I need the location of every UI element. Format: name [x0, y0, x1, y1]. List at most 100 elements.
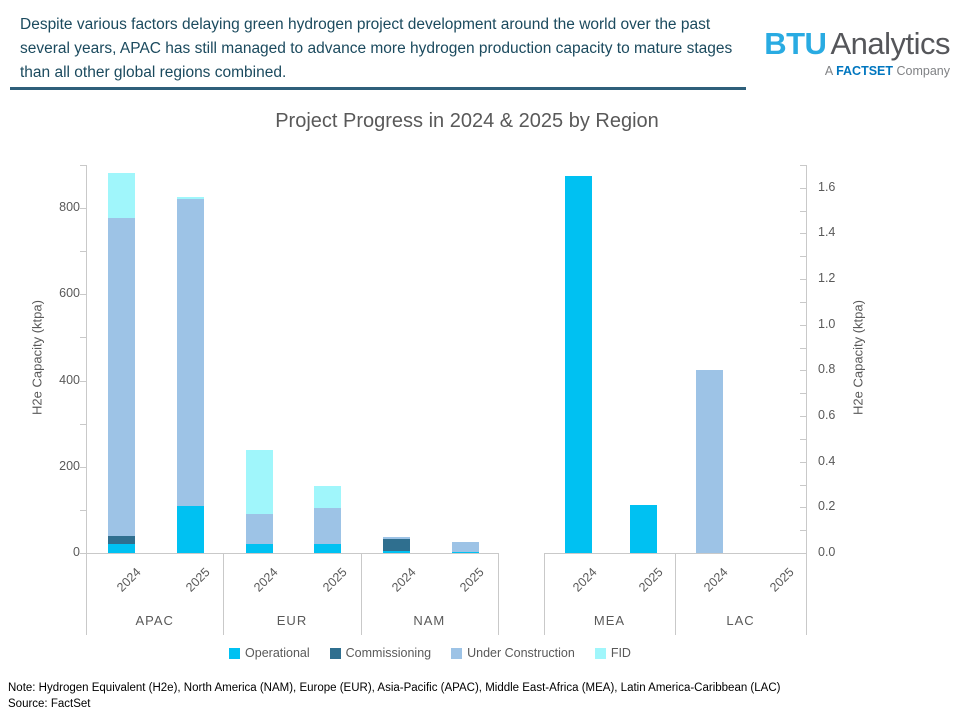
region-group-label-mea: MEA — [593, 613, 626, 628]
right-axis-tick — [800, 301, 806, 303]
x-axis-year-label-nam-2025: 2025 — [457, 565, 487, 595]
segment-under-construction-nam-2025 — [451, 542, 479, 552]
chart-title: Project Progress in 2024 & 2025 by Regio… — [275, 110, 659, 132]
right-axis-tick-label: 1.0 — [818, 316, 836, 331]
segment-under-construction-eur-2025 — [314, 507, 342, 545]
left-axis-tick — [80, 294, 86, 296]
left-axis-tick-label: 600 — [59, 286, 80, 301]
right-axis-tick-label: 0.4 — [818, 453, 836, 468]
region-group-label-nam: NAM — [413, 613, 446, 628]
left-axis-tick — [80, 208, 86, 210]
segment-operational-mea-2025 — [630, 505, 658, 553]
legend-swatch-under-construction — [451, 647, 463, 659]
right-axis-tick — [800, 187, 806, 189]
tagline-suffix: Company — [896, 64, 951, 78]
segment-under-construction-nam-2024 — [382, 537, 410, 540]
x-axis-year-label-apac-2025: 2025 — [182, 565, 213, 595]
segment-fid-eur-2024 — [245, 450, 273, 515]
logo-factset-tagline: A FACTSET Company — [764, 64, 950, 78]
segment-operational-mea-2024 — [564, 176, 592, 553]
legend-label-under-construction: Under Construction — [467, 646, 575, 660]
left-axis-tick — [80, 380, 86, 382]
left-axis-tick-label: 200 — [59, 458, 80, 473]
legend-label-operational: Operational — [245, 646, 310, 660]
segment-operational-eur-2024 — [245, 543, 273, 553]
tagline-factset: FACTSET — [836, 64, 894, 78]
segment-operational-apac-2025 — [176, 505, 204, 553]
right-axis-tick — [800, 324, 806, 326]
region-group-label-eur: EUR — [276, 613, 308, 628]
region-group-label-apac: APAC — [135, 613, 174, 628]
legend-swatch-operational — [229, 647, 241, 659]
category-divider — [806, 553, 807, 635]
right-axis-tick — [800, 461, 806, 463]
x-axis-year-label-mea-2024: 2024 — [570, 565, 600, 595]
right-y-axis-line — [806, 165, 807, 553]
right-axis-tick — [800, 347, 806, 349]
right-axis-tick-label: 0.6 — [818, 408, 836, 423]
right-axis-tick — [800, 530, 806, 532]
segment-under-construction-lac-2024 — [695, 370, 723, 553]
right-axis-title: H2e Capacity (ktpa) — [850, 300, 866, 415]
right-axis-tick — [800, 165, 806, 166]
legend-item-under-construction: Under Construction — [451, 646, 575, 660]
header-takeaway: Despite various factors delaying green h… — [20, 16, 733, 81]
legend-item-operational: Operational — [229, 646, 310, 660]
right-axis-tick — [800, 210, 806, 212]
category-divider — [544, 553, 545, 635]
x-axis-year-label-lac-2025: 2025 — [766, 565, 797, 595]
segment-operational-eur-2025 — [314, 544, 342, 553]
right-axis-tick-label: 1.6 — [818, 179, 836, 194]
right-axis-tick — [800, 416, 806, 418]
right-axis-tick-label: 1.2 — [818, 271, 836, 286]
footnote-note: Note: Hydrogen Equivalent (H2e), North A… — [8, 682, 781, 694]
left-axis-tick-label: 800 — [59, 200, 80, 215]
right-axis-tick-label: 0.2 — [818, 499, 836, 514]
category-divider — [360, 553, 362, 635]
x-axis-year-label-eur-2024: 2024 — [251, 565, 281, 595]
segment-fid-apac-2025 — [176, 197, 204, 200]
legend-swatch-fid — [594, 647, 606, 659]
segment-commissioning-nam-2024 — [382, 539, 410, 551]
segment-fid-eur-2025 — [314, 486, 342, 508]
segment-operational-apac-2024 — [108, 544, 136, 553]
right-axis-tick-label: 0.8 — [818, 362, 836, 377]
footnote-source: Source: FactSet — [8, 698, 91, 710]
right-axis-tick — [800, 393, 806, 395]
left-axis-tick — [80, 509, 86, 511]
segment-fid-apac-2024 — [108, 172, 136, 218]
tagline-prefix: A — [824, 64, 833, 78]
left-axis-tick — [80, 423, 86, 425]
header-divider-rule — [10, 87, 746, 90]
left-axis-tick-label: 0 — [73, 545, 80, 559]
region-group-label-lac: LAC — [726, 613, 755, 628]
segment-under-construction-apac-2025 — [176, 199, 204, 506]
right-axis-tick — [800, 438, 806, 440]
x-axis-year-label-apac-2024: 2024 — [114, 565, 144, 595]
left-axis-tick — [80, 165, 86, 166]
chart-legend: Operational Commissioning Under Constructi… — [0, 644, 860, 662]
left-axis-tick — [80, 466, 86, 468]
footnote-block: Note: Hydrogen Equivalent (H2e), North A… — [8, 680, 952, 712]
left-axis-tick-label: 400 — [59, 372, 80, 387]
left-y-axis-line — [86, 165, 87, 553]
category-divider — [498, 553, 499, 635]
left-axis-title: H2e Capacity (ktpa) — [29, 300, 45, 415]
right-axis-tick — [800, 484, 806, 486]
legend-item-commissioning: Commissioning — [329, 646, 431, 660]
segment-under-construction-eur-2024 — [245, 514, 273, 544]
segment-operational-nam-2025 — [451, 551, 479, 553]
logo-wordmark: BTU Analytics — [764, 28, 950, 60]
right-axis-tick — [800, 256, 806, 258]
legend-label-fid: FID — [610, 646, 631, 660]
btu-analytics-logo: BTU Analytics A FACTSET Company — [764, 28, 950, 79]
legend-swatch-commissioning — [329, 647, 341, 659]
logo-analytics-text: Analytics — [830, 26, 950, 61]
category-divider — [86, 553, 87, 635]
x-axis-year-label-mea-2025: 2025 — [635, 565, 666, 595]
right-axis-tick-label: 1.4 — [818, 225, 836, 240]
left-axis-tick — [80, 553, 86, 554]
x-axis-baseline — [86, 553, 498, 554]
legend-item-fid: FID — [594, 646, 631, 660]
